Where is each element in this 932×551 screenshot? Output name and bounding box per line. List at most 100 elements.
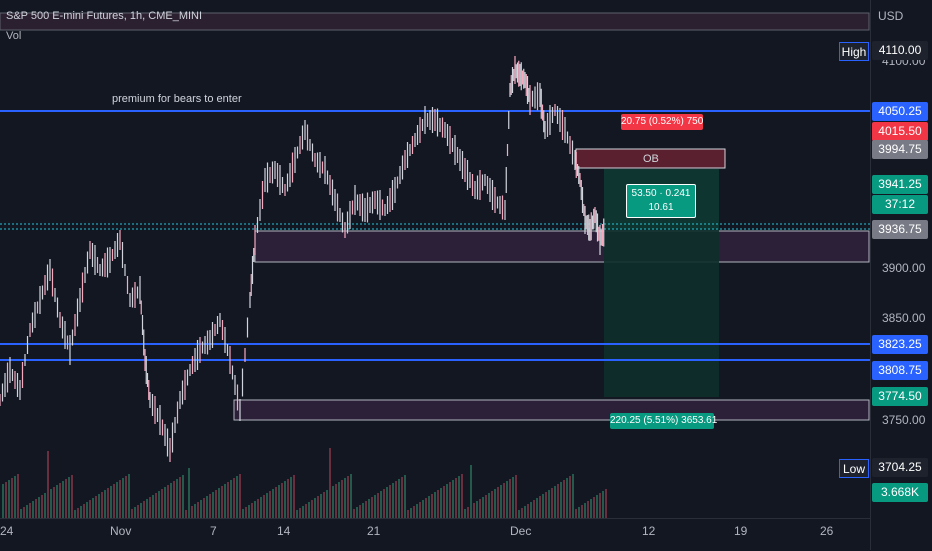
volume-bar	[326, 490, 328, 518]
volume-bar	[296, 510, 298, 518]
top-range-box	[0, 12, 870, 31]
volume-bar	[524, 506, 526, 518]
volume-bar	[8, 480, 10, 518]
price-tag-volume: 3.668K	[872, 483, 928, 502]
volume-bar	[92, 498, 94, 518]
volume-bar	[593, 497, 595, 518]
volume-bar	[308, 502, 310, 518]
price-tag-stop-loss: 4015.50	[872, 122, 928, 141]
volume-bar	[311, 500, 313, 518]
volume-bar	[362, 503, 364, 518]
volume-bar	[329, 448, 331, 518]
volume-bar	[182, 475, 184, 518]
volume-bar	[500, 485, 502, 518]
price-tick-label: 3900.00	[882, 261, 926, 275]
time-tick-label: 26	[820, 524, 834, 538]
demand-zone-upper	[254, 230, 870, 263]
volume-bar	[380, 491, 382, 518]
volume-bar	[563, 480, 565, 518]
symbol-title[interactable]: S&P 500 E-mini Futures, 1h, CME_MINI	[6, 10, 203, 22]
volume-bar	[50, 489, 52, 518]
volume-bar	[437, 490, 439, 518]
volume-bar	[404, 475, 406, 518]
volume-bar	[74, 510, 76, 518]
volume-bar	[158, 491, 160, 518]
volume-bar	[572, 474, 574, 518]
price-tag-low: 3704.25	[872, 458, 928, 477]
volume-bar	[347, 476, 349, 518]
volume-bar	[86, 502, 88, 518]
volume-bar	[149, 497, 151, 518]
volume-bar	[71, 475, 73, 518]
volume-bar	[458, 476, 460, 518]
volume-bar	[203, 498, 205, 518]
volume-bar	[266, 493, 268, 518]
volume-bar	[299, 508, 301, 518]
volume-bar	[473, 503, 475, 518]
time-axis[interactable]	[0, 518, 870, 551]
volume-bar	[416, 504, 418, 518]
volume-bar	[353, 509, 355, 518]
volume-indicator-label[interactable]: Vol	[6, 30, 22, 42]
volume-bar	[419, 502, 421, 518]
volume-bar	[212, 492, 214, 518]
volume-bar	[497, 487, 499, 518]
volume-bar	[29, 503, 31, 518]
volume-bar	[89, 500, 91, 518]
volume-bar	[575, 509, 577, 518]
volume-bar	[557, 484, 559, 518]
volume-bar	[350, 474, 352, 518]
premium-note[interactable]: premium for bears to enter	[112, 93, 242, 105]
currency-label[interactable]: USD	[878, 9, 904, 23]
volume-bar	[545, 492, 547, 518]
volume-bar	[491, 491, 493, 518]
volume-bar	[413, 506, 415, 518]
price-tick-label: 3750.00	[882, 413, 926, 427]
volume-bar	[65, 479, 67, 518]
volume-bar	[176, 479, 178, 518]
volume-bar	[35, 499, 37, 518]
volume-bar	[401, 477, 403, 518]
price-tag-resistance-line: 4050.25	[872, 102, 928, 121]
volume-bar	[104, 490, 106, 518]
volume-bar	[260, 497, 262, 518]
volume-bar	[359, 505, 361, 518]
volume-bar	[377, 493, 379, 518]
volume-bar	[554, 486, 556, 518]
volume-bar	[452, 480, 454, 518]
volume-bar	[443, 486, 445, 518]
volume-bar	[488, 493, 490, 518]
volume-bar	[20, 509, 22, 518]
volume-bar	[113, 484, 115, 518]
volume-bar	[224, 484, 226, 518]
volume-bar	[44, 493, 46, 518]
volume-bar	[398, 479, 400, 518]
volume-bar	[170, 483, 172, 518]
volume-bar	[395, 481, 397, 518]
volume-bar	[269, 491, 271, 518]
price-tag-support-line-1: 3823.25	[872, 335, 928, 354]
volume-bar	[254, 501, 256, 518]
volume-bar	[605, 489, 607, 518]
volume-bar	[590, 499, 592, 518]
volume-bar	[197, 502, 199, 518]
volume-bar	[209, 494, 211, 518]
volume-bar	[62, 481, 64, 518]
volume-bar	[560, 482, 562, 518]
volume-bar	[581, 505, 583, 518]
volume-bar	[446, 484, 448, 518]
volume-bar	[275, 487, 277, 518]
volume-bar	[383, 489, 385, 518]
chart-pane[interactable]	[0, 0, 870, 518]
volume-bar	[392, 483, 394, 518]
time-tick-label: 14	[277, 524, 291, 538]
price-chart[interactable]	[0, 0, 870, 518]
volume-bar	[494, 489, 496, 518]
volume-bar	[506, 481, 508, 518]
volume-bar	[80, 506, 82, 518]
volume-bar	[548, 490, 550, 518]
volume-bar	[410, 508, 412, 518]
volume-bar	[431, 494, 433, 518]
volume-bar	[5, 482, 7, 518]
volume-bar	[98, 494, 100, 518]
